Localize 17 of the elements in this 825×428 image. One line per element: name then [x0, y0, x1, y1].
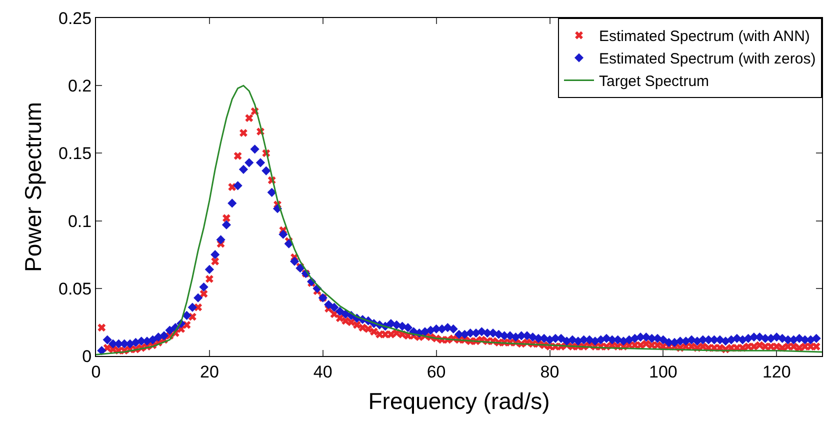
x-tick-label: 120 [762, 362, 791, 382]
y-tick-label: 0.1 [68, 212, 92, 231]
x-axis-title: Frequency (rad/s) [368, 388, 550, 414]
x-tick-label: 80 [540, 362, 560, 382]
y-tick-label: 0 [82, 346, 92, 366]
y-tick-label: 0.05 [58, 279, 92, 298]
x-tick-label: 40 [313, 362, 332, 382]
legend-label: Target Spectrum [599, 73, 710, 90]
x-tick-label: 100 [649, 362, 678, 382]
y-tick-label: 0.2 [68, 76, 92, 96]
x-tick-label: 60 [426, 362, 446, 382]
y-tick-label: 0.15 [58, 144, 92, 164]
y-tick-label: 0.25 [58, 8, 92, 28]
x-tick-label: 20 [200, 362, 219, 382]
y-axis-title: Power Spectrum [20, 102, 46, 272]
legend-label: Estimated Spectrum (with ANN) [599, 28, 810, 46]
legend-label: Estimated Spectrum (with zeros) [599, 50, 816, 68]
